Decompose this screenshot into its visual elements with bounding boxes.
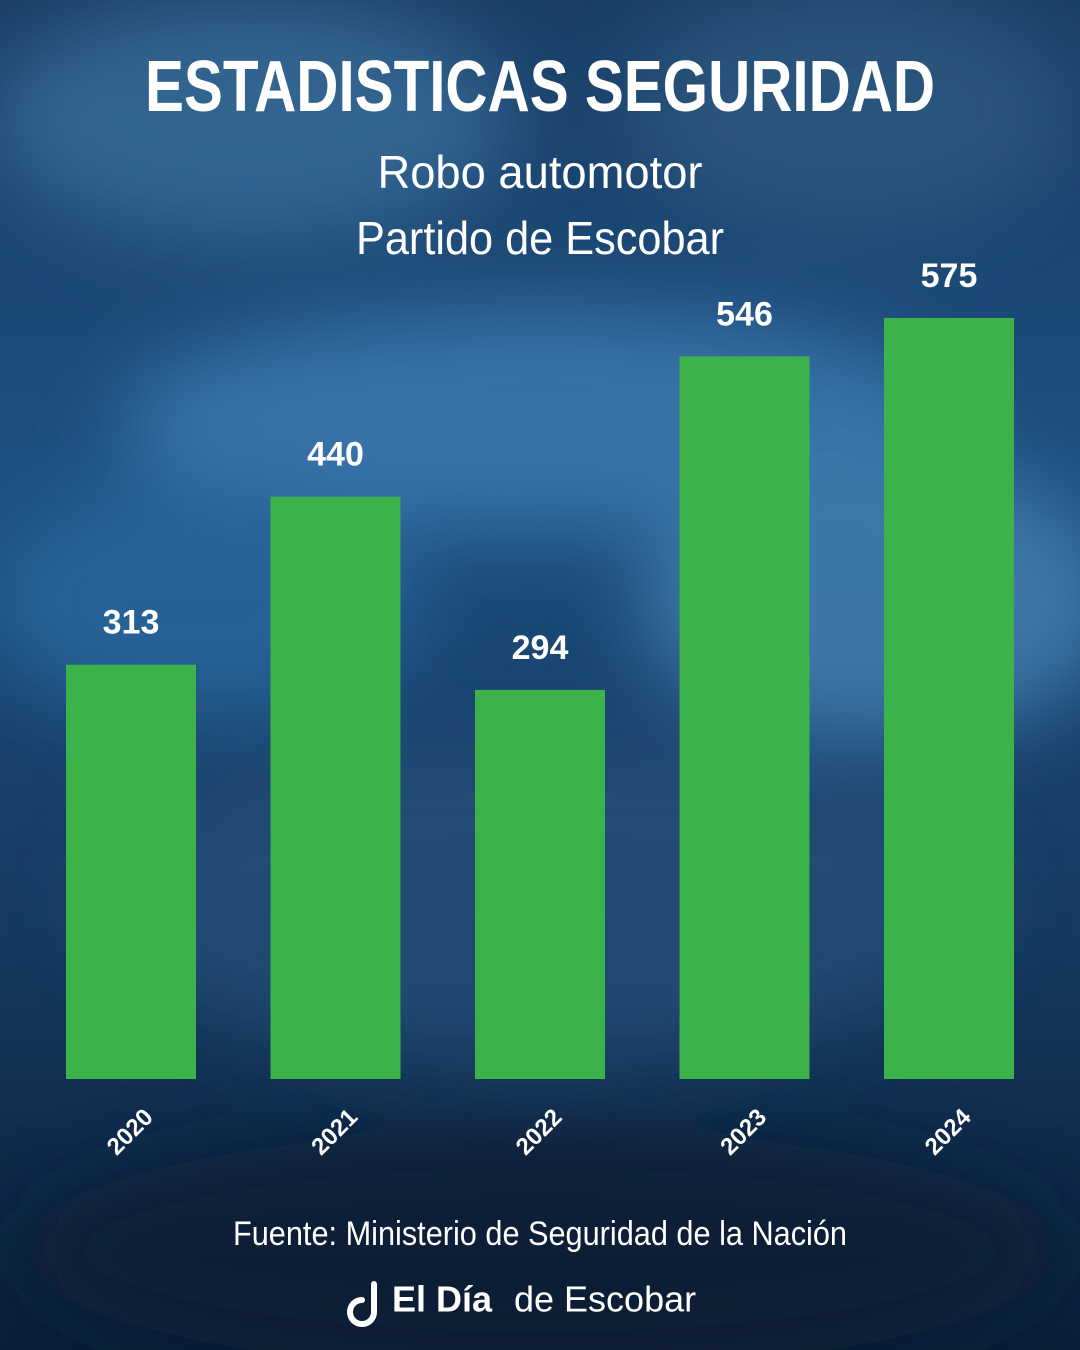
value-label: 546 <box>716 295 773 333</box>
logo: El Día de Escobar <box>347 1279 696 1327</box>
source: Fuente: Ministerio de Seguridad de la Na… <box>233 1215 847 1253</box>
bar <box>475 689 605 1079</box>
bar <box>679 356 810 1079</box>
bar <box>66 664 196 1079</box>
logo-bold: El Día <box>392 1279 493 1320</box>
value-label: 313 <box>103 604 160 642</box>
subtitle: Robo automotor <box>378 146 703 198</box>
logo-icon <box>347 1281 377 1327</box>
bar <box>270 496 401 1079</box>
value-label: 575 <box>921 257 978 295</box>
chart-title: ESTADISTICAS SEGURIDAD <box>145 47 935 127</box>
logo-regular: de Escobar <box>514 1279 696 1320</box>
bar <box>884 318 1014 1079</box>
subtitle: Partido de Escobar <box>356 212 724 264</box>
value-label: 440 <box>307 436 364 474</box>
value-label: 294 <box>512 629 569 667</box>
